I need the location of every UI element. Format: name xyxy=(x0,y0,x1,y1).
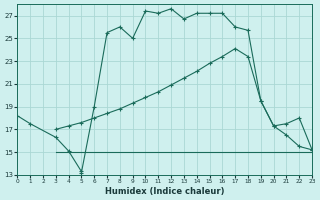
X-axis label: Humidex (Indice chaleur): Humidex (Indice chaleur) xyxy=(105,187,224,196)
